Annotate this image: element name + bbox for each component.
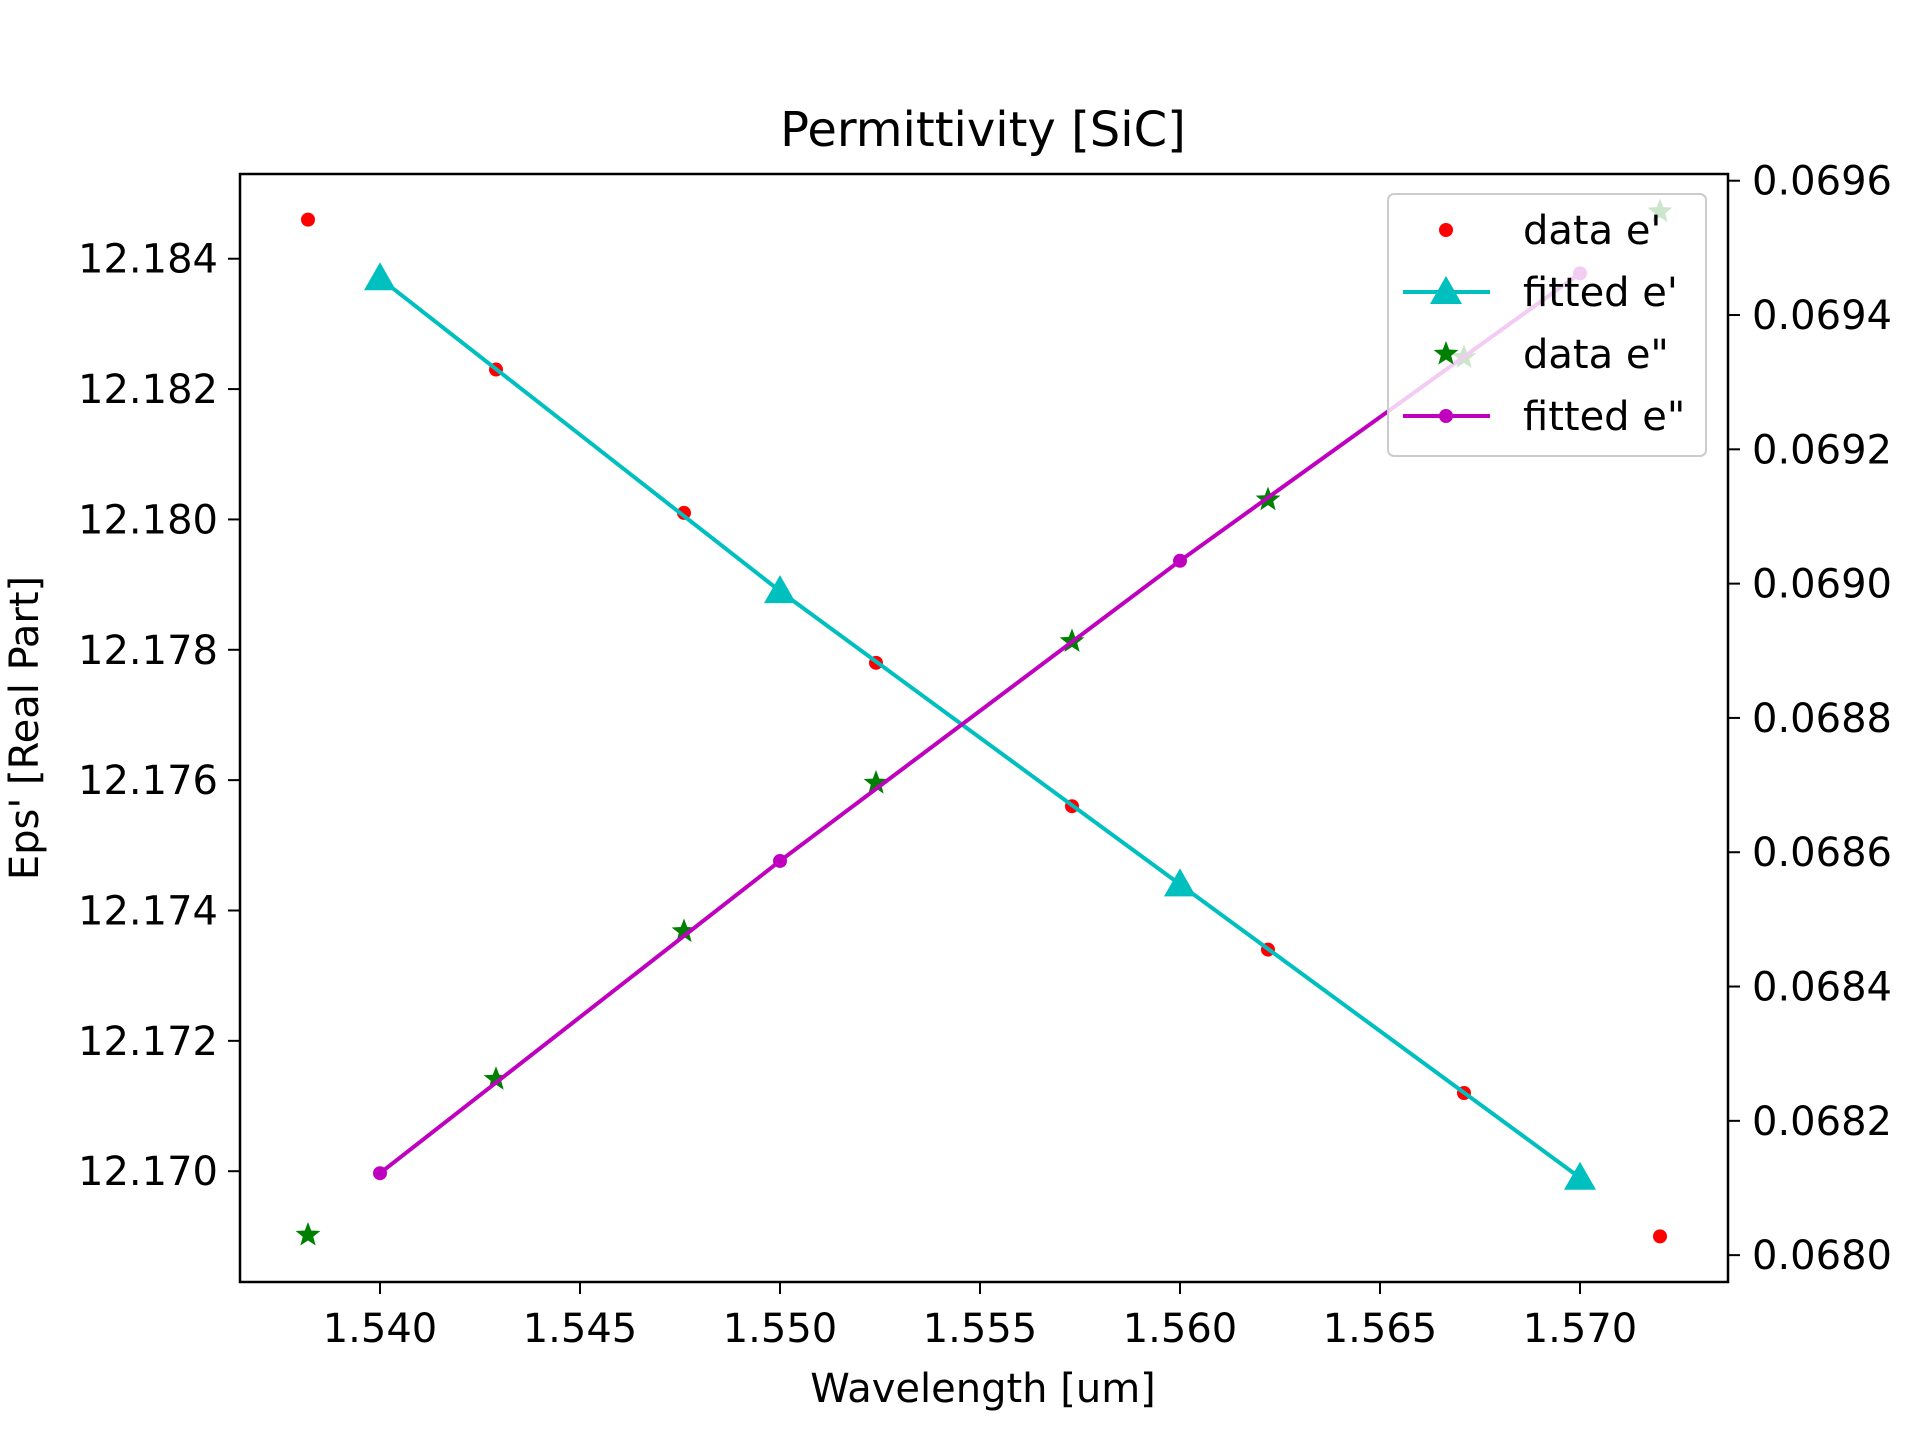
data-point [764, 575, 796, 604]
y-right-tick-label: 0.0694 [1752, 293, 1892, 339]
series-1 [364, 262, 1596, 1190]
data-point [863, 770, 889, 794]
data-point [1173, 553, 1187, 568]
legend-marker [1439, 409, 1453, 423]
data-point [671, 918, 697, 942]
legend-entry: data e' [1439, 208, 1661, 254]
data-point [295, 1221, 321, 1246]
x-tick-label: 1.545 [523, 1306, 638, 1352]
axes: 1.540 1.545 1.550 1.555 1.560 1.565 1.570 12.17… [78, 159, 1892, 1352]
x-tick-label: 1.555 [923, 1306, 1038, 1352]
data-point [483, 1066, 509, 1090]
series-line [378, 271, 1582, 1175]
data-point [373, 1166, 387, 1181]
x-tick-label: 1.560 [1123, 1306, 1238, 1352]
data-point [364, 262, 396, 291]
y-left-tick-label: 12.174 [78, 888, 218, 934]
legend-marker [1439, 223, 1453, 237]
data-point [773, 853, 787, 868]
legend: data e' fitted e' data e" fitted e" [1387, 193, 1707, 457]
y-left-tick-label: 12.176 [78, 758, 218, 804]
y-right-tick-label: 0.0686 [1752, 830, 1892, 876]
x-axis-label: Wavelength [um] [810, 1366, 1156, 1412]
y-right-tick-label: 0.0682 [1752, 1099, 1892, 1145]
y-left-tick-label: 12.180 [78, 497, 218, 543]
plot-area [295, 198, 1673, 1246]
legend-entry: data e" [1433, 332, 1669, 378]
plot-frame [238, 172, 1730, 1284]
chart-title: Permittivity [SiC] [780, 102, 1186, 158]
series-line [378, 276, 1582, 1180]
y-left-tick-label: 12.178 [78, 628, 218, 674]
data-point [1164, 868, 1196, 897]
y-right-tick-label: 0.0684 [1752, 965, 1892, 1011]
legend-label: fitted e" [1523, 394, 1685, 440]
y-right-tick-label: 0.0688 [1752, 696, 1892, 742]
y-right-tick-label: 0.0690 [1752, 562, 1892, 608]
legend-label: data e" [1523, 332, 1669, 378]
x-tick-label: 1.540 [323, 1306, 438, 1352]
legend-box [1387, 193, 1707, 457]
legend-label: fitted e' [1523, 270, 1678, 316]
y-left-tick-label: 12.172 [78, 1019, 218, 1065]
data-point [1653, 1229, 1667, 1244]
y-left-tick-label: 12.182 [78, 367, 218, 413]
legend-label: data e' [1523, 208, 1661, 254]
y-axis-left-label: Eps' [Real Part] [2, 576, 48, 880]
x-tick-label: 1.550 [723, 1306, 838, 1352]
x-tick-label: 1.570 [1523, 1306, 1638, 1352]
legend-entry: fitted e" [1403, 394, 1685, 440]
legend-entry: fitted e' [1403, 270, 1678, 316]
y-left-tick-label: 12.184 [78, 237, 218, 283]
y-right-tick-label: 0.0680 [1752, 1233, 1892, 1279]
y-right-tick-label: 0.0692 [1752, 427, 1892, 473]
legend-marker [1430, 276, 1462, 304]
y-right-tick-label: 0.0696 [1752, 159, 1892, 205]
data-point [301, 212, 315, 227]
y-left-tick-label: 12.170 [78, 1149, 218, 1195]
legend-marker [1433, 341, 1459, 365]
x-tick-label: 1.565 [1323, 1306, 1438, 1352]
data-point [1564, 1161, 1596, 1190]
